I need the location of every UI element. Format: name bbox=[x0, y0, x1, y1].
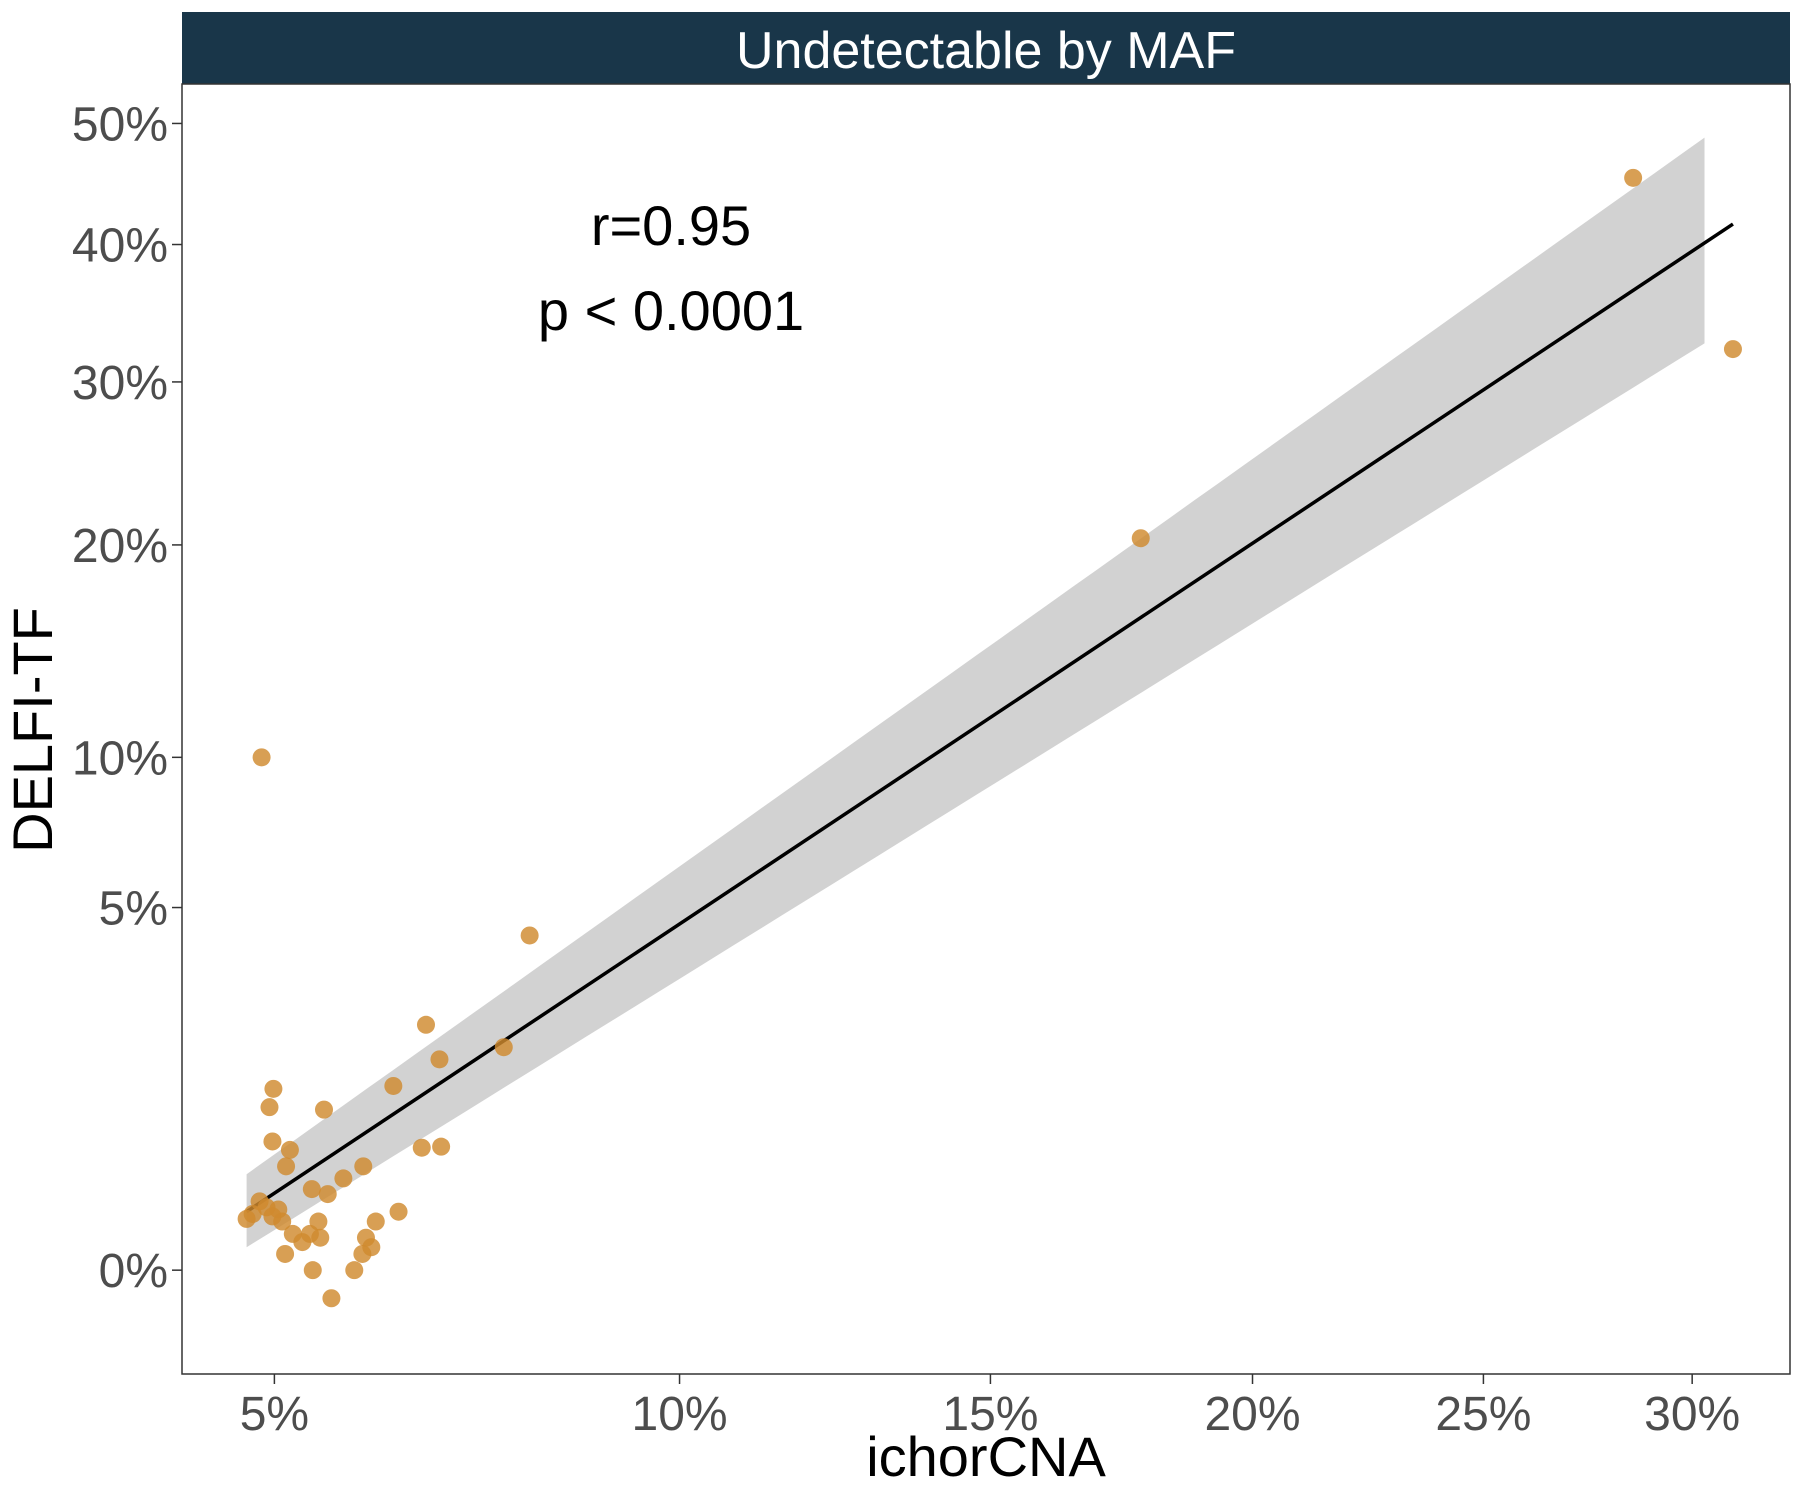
data-point bbox=[260, 1098, 279, 1117]
x-tick-label: 20% bbox=[1204, 1388, 1300, 1441]
data-point bbox=[276, 1244, 295, 1263]
data-point bbox=[264, 1079, 283, 1098]
correlation-annotation: r=0.95 p < 0.0001 bbox=[538, 194, 804, 342]
data-point bbox=[237, 1209, 256, 1228]
data-point bbox=[362, 1238, 381, 1257]
data-point bbox=[273, 1212, 292, 1231]
data-point bbox=[366, 1212, 385, 1231]
y-axis-title: DELFI-TF bbox=[1, 607, 64, 853]
facet-strip-background bbox=[182, 12, 1790, 84]
data-point bbox=[302, 1180, 321, 1199]
regression-line-layer bbox=[245, 222, 1734, 1214]
x-tick-label: 25% bbox=[1435, 1388, 1531, 1441]
y-tick-label: 20% bbox=[72, 520, 168, 573]
regression-line bbox=[245, 222, 1734, 1214]
correlation-r-label: r=0.95 bbox=[591, 194, 751, 257]
data-point bbox=[322, 1289, 341, 1308]
data-point bbox=[416, 1015, 435, 1034]
data-point bbox=[430, 1050, 449, 1069]
facet-strip: Undetectable by MAF bbox=[182, 12, 1790, 84]
data-point bbox=[318, 1185, 337, 1204]
y-tick-label: 5% bbox=[99, 883, 168, 936]
data-point bbox=[263, 1132, 282, 1151]
y-tick-label: 30% bbox=[72, 357, 168, 410]
y-tick-label: 10% bbox=[72, 732, 168, 785]
x-tick-label: 10% bbox=[632, 1388, 728, 1441]
y-tick-label: 0% bbox=[99, 1245, 168, 1298]
data-point bbox=[412, 1138, 431, 1157]
data-point bbox=[520, 926, 539, 945]
panel-border bbox=[181, 83, 1791, 1375]
data-point bbox=[384, 1076, 403, 1095]
data-point bbox=[252, 748, 271, 767]
data-point bbox=[1131, 529, 1150, 548]
y-tick-label: 50% bbox=[72, 98, 168, 151]
data-point bbox=[334, 1169, 353, 1188]
data-point bbox=[354, 1157, 373, 1176]
confidence-band bbox=[246, 137, 1705, 1248]
x-tick-label: 5% bbox=[240, 1388, 309, 1441]
data-point bbox=[314, 1100, 333, 1119]
data-point bbox=[1723, 340, 1742, 359]
data-point bbox=[280, 1140, 299, 1159]
x-axis: 5% 10% 15% 20% 25% 30% bbox=[240, 1374, 1740, 1441]
data-point bbox=[309, 1212, 328, 1231]
x-tick-label: 30% bbox=[1644, 1388, 1740, 1441]
data-point bbox=[277, 1157, 296, 1176]
correlation-p-label: p < 0.0001 bbox=[538, 279, 804, 342]
y-axis: 0% 5% 10% 20% 30% 40% 50% bbox=[72, 98, 182, 1298]
data-point bbox=[389, 1202, 408, 1221]
points-layer bbox=[237, 168, 1742, 1308]
x-axis-title: ichorCNA bbox=[866, 1425, 1106, 1488]
x-tick-label: 15% bbox=[942, 1388, 1038, 1441]
data-point bbox=[1624, 168, 1643, 187]
y-tick-label: 40% bbox=[72, 220, 168, 273]
data-point bbox=[345, 1261, 364, 1280]
data-point bbox=[311, 1228, 330, 1247]
confidence-band-layer bbox=[246, 137, 1705, 1248]
facet-title: Undetectable by MAF bbox=[736, 22, 1236, 80]
data-point bbox=[303, 1261, 322, 1280]
data-point bbox=[432, 1137, 451, 1156]
data-point bbox=[494, 1038, 513, 1057]
